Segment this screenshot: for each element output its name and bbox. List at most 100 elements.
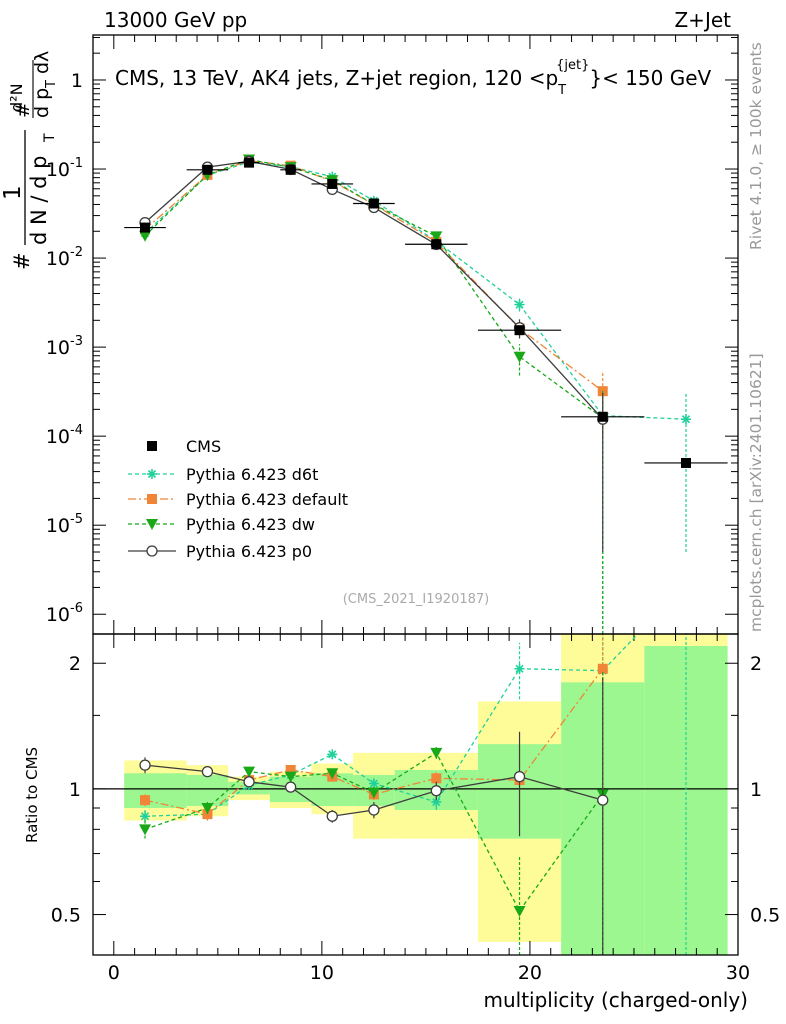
ratio-ticks: 0.5 0.51 12 20 10 20 30 [51,634,780,984]
legend-label-dw: Pythia 6.423 dw [186,515,315,534]
main-point-0 [514,299,525,310]
cms-point [431,239,442,250]
ratio-line-1 [144,668,604,815]
ylabel-num2: # [12,102,34,118]
legend-label-default: Pythia 6.423 default [186,490,348,509]
ratio-point-0-d2 [515,664,524,673]
ratio-xtick-label-1: 10 [310,962,334,984]
ratio-line-0 [144,634,639,817]
legend-marker-cms [147,441,157,451]
watermark: (CMS_2021_I1920187) [343,592,490,607]
rivet-label: Rivet 4.1.0, ≥ 100k events [747,42,765,250]
main-title-lead: CMS, 13 TeV, AK4 jets, Z+jet region, 120… [115,66,558,90]
ratio-point-3 [326,810,338,822]
header-left: 13000 GeV pp [104,8,247,32]
ratio-ytick-label-1: 1 [69,779,81,801]
ratio-point-2 [430,747,443,759]
main-title-sup: {jet} [556,58,589,73]
main-ytick-label-6: 10-6 [46,601,83,626]
ratio-ytick-label-right-0: 0.5 [750,905,780,927]
ratio-point-0-d2 [369,779,378,788]
ratio-xtick-label-0: 0 [108,962,120,984]
ratio-point-3 [430,785,442,797]
cms-point [202,164,213,175]
ratio-point-0-d2 [432,797,441,807]
ratio-point-2 [139,824,152,836]
ylabel-one: 1 [0,185,26,200]
ratio-point-2 [367,787,380,799]
ratio-point-1 [140,795,151,806]
legend: CMS Pythia 6.423 d6t Pythia 6.423 defaul… [128,437,348,561]
cms-point [514,325,525,336]
ylabel-d2N: d²N [7,83,26,112]
cms-point [680,457,691,468]
main-point-2 [513,351,526,363]
header-right: Z+Jet [674,8,731,32]
main-ytick-label-3: 10-3 [46,334,83,359]
ratio-point-3 [139,759,151,771]
main-title-sub: T [557,83,566,98]
ratio-point-2 [326,768,339,780]
ratio-point-3 [243,776,255,788]
ratio-point-2 [201,802,214,814]
main-ticks: 1 10-1 10-2 10-3 10-4 10-5 10-6 [46,35,739,634]
legend-label-cms: CMS [186,437,221,456]
ratio-point-3 [368,804,380,816]
ratio-band-stat-1 [186,774,229,806]
main-ytick-label-0: 1 [71,70,83,92]
cms-point [368,198,379,209]
ratio-point-0 [514,663,525,674]
legend-marker-p0 [146,545,158,557]
ratio-ylabel: Ratio to CMS [23,747,41,843]
ratio-point-2 [513,905,526,917]
ratio-point-3 [285,781,297,793]
ratio-point-0-d2 [328,750,337,759]
legend-marker-default [147,494,157,504]
ratio-point-2 [243,766,256,778]
ratio-point-0 [327,749,338,760]
main-ytick-label-2: 10-2 [46,245,83,270]
ylabel-den2-T: T [44,80,59,89]
legend-marker-dw [146,519,158,530]
cms-point [140,222,151,233]
ratio-point-1 [285,764,296,775]
cms-point [597,411,608,422]
main-point-0 [680,414,691,425]
ratio-ytick-label-2: 2 [69,653,81,675]
cms-point [285,164,296,175]
main-line-0 [144,161,687,420]
main-title: CMS, 13 TeV, AK4 jets, Z+jet region, 120… [115,58,712,98]
ylabel-den-T: T [42,133,58,143]
main-point-0-d2 [681,415,691,424]
main-title-tail: }< 150 GeV [589,66,711,90]
main-point-2 [139,230,152,242]
ratio-xtick-label-2: 20 [518,962,542,984]
ratio-point-0 [368,778,379,789]
ratio-ytick-label-0: 0.5 [51,905,81,927]
ratio-point-0-d2 [140,812,150,821]
ratio-point-3 [597,794,609,806]
main-ytick-label-4: 10-4 [46,423,83,448]
ratio-point-0 [140,811,151,822]
ratio-ytick-label-right-1: 1 [750,779,762,801]
ratio-band-stat-0 [124,773,187,808]
ratio-series [139,634,687,955]
ratio-point-2 [284,771,297,783]
mcplots-label: mcplots.cern.ch [arXiv:2401.10621] [747,353,765,632]
main-ytick-label-1: 10-1 [46,156,83,181]
ylabel-hash: # [10,252,34,270]
ratio-point-1 [597,663,608,674]
ylabel-dlambda: dλ [31,51,53,74]
ratio-panel-frame [92,633,739,956]
ratio-xtick-label-3: 30 [726,962,750,984]
main-ylabel: # 1 d N / d p T # d p T dλ d²N [0,51,59,270]
cms-point [327,178,338,189]
xlabel: multiplicity (charged-only) [483,988,748,1012]
main-point-0-d2 [515,300,524,309]
legend-label-d6t: Pythia 6.423 d6t [186,465,318,484]
ylabel-den2: d p [31,88,53,118]
cms-point [244,157,255,168]
ylabel-den: d N / d p [27,156,51,245]
ratio-point-3 [201,765,214,778]
